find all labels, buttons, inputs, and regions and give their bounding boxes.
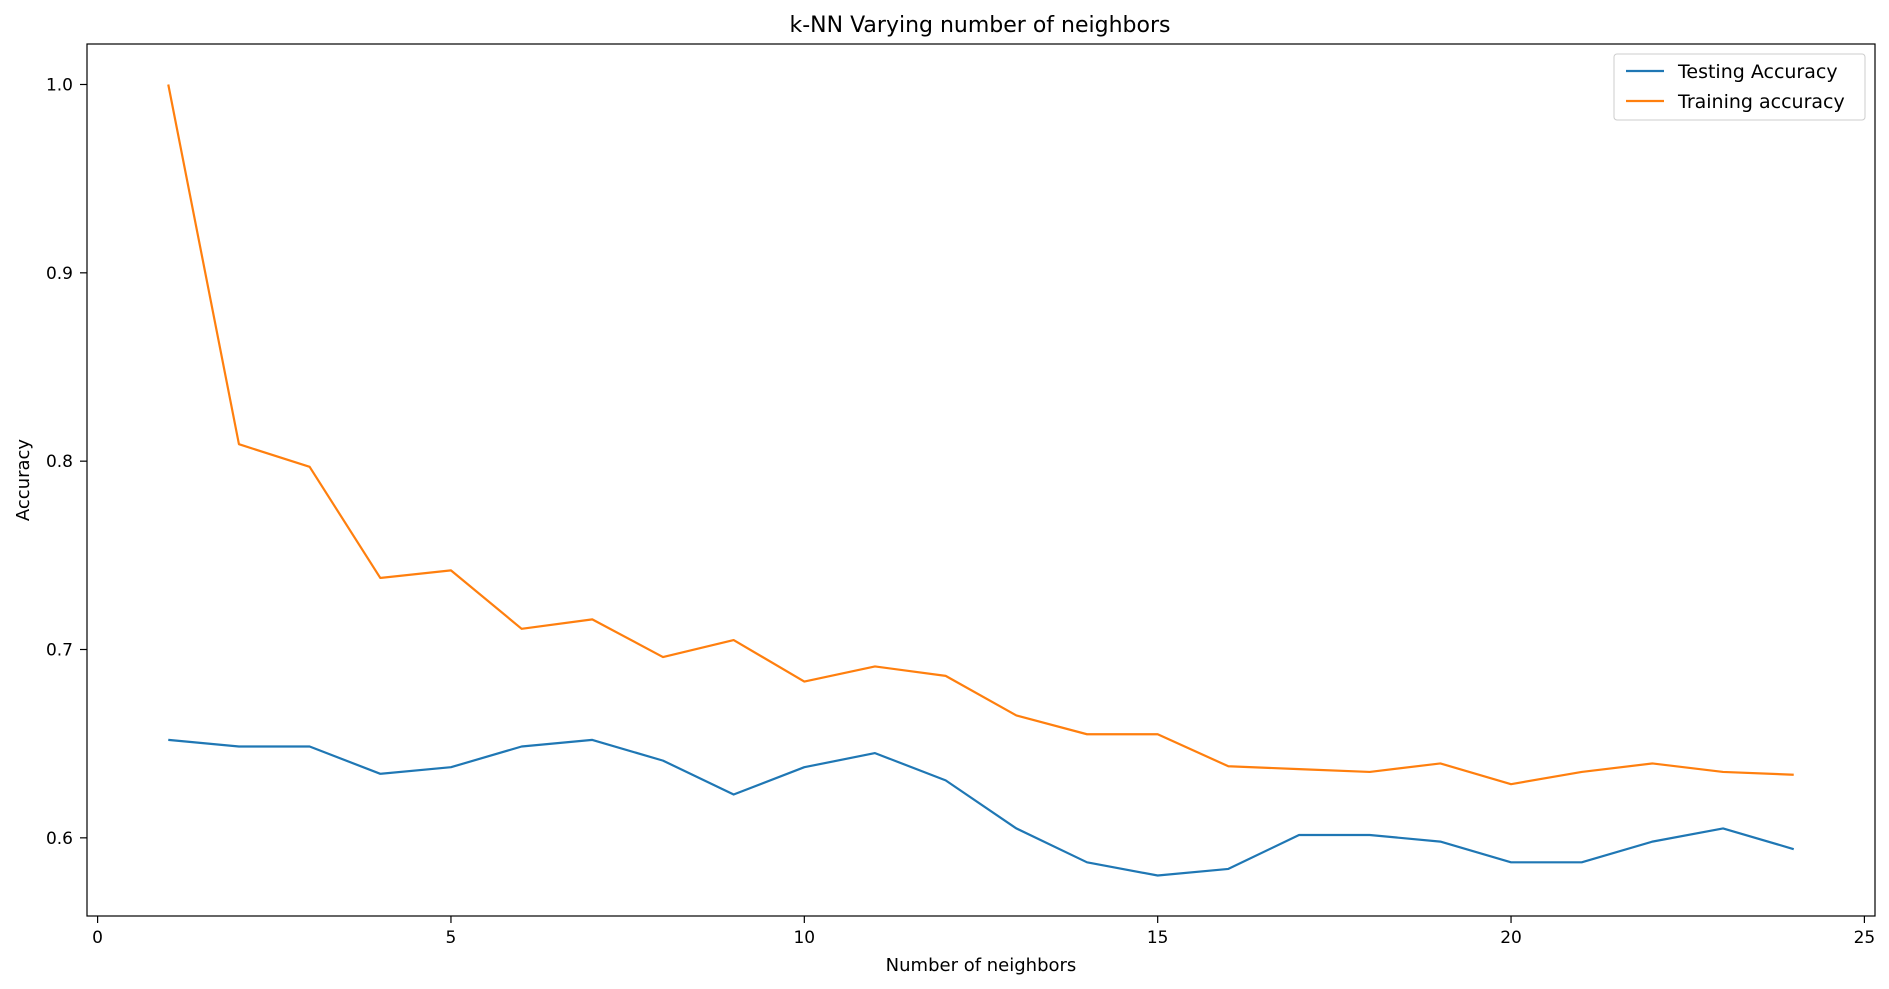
legend-label-training-accuracy: Training accuracy bbox=[1677, 91, 1845, 113]
y-tick-label: 0.9 bbox=[46, 264, 73, 284]
x-tick-label: 10 bbox=[793, 928, 815, 948]
y-axis: 0.6 0.7 0.8 0.9 1.0 bbox=[46, 75, 87, 849]
x-tick-label: 20 bbox=[1500, 928, 1522, 948]
legend-label-testing-accuracy: Testing Accuracy bbox=[1677, 61, 1838, 83]
chart-title: k-NN Varying number of neighbors bbox=[790, 13, 1171, 38]
x-axis: 0 5 10 15 20 25 bbox=[92, 916, 1875, 948]
x-tick-label: 0 bbox=[92, 928, 103, 948]
series-line-testing-accuracy bbox=[168, 738, 1795, 877]
y-tick-label: 1.0 bbox=[46, 75, 73, 95]
series-line-training-accuracy bbox=[167, 84, 1794, 786]
x-axis-label: Number of neighbors bbox=[886, 955, 1077, 976]
y-tick-label: 0.8 bbox=[46, 452, 73, 472]
legend: Testing Accuracy Training accuracy bbox=[1613, 53, 1866, 121]
x-tick-label: 15 bbox=[1147, 928, 1169, 948]
y-tick-label: 0.7 bbox=[46, 641, 73, 661]
series-layer bbox=[167, 84, 1795, 877]
legend-frame bbox=[1613, 53, 1866, 121]
y-tick-label: 0.6 bbox=[46, 829, 73, 849]
x-tick-label: 5 bbox=[446, 928, 457, 948]
plot-frame bbox=[86, 43, 1876, 917]
x-tick-label: 25 bbox=[1854, 928, 1876, 948]
y-axis-label: Accuracy bbox=[13, 439, 34, 522]
